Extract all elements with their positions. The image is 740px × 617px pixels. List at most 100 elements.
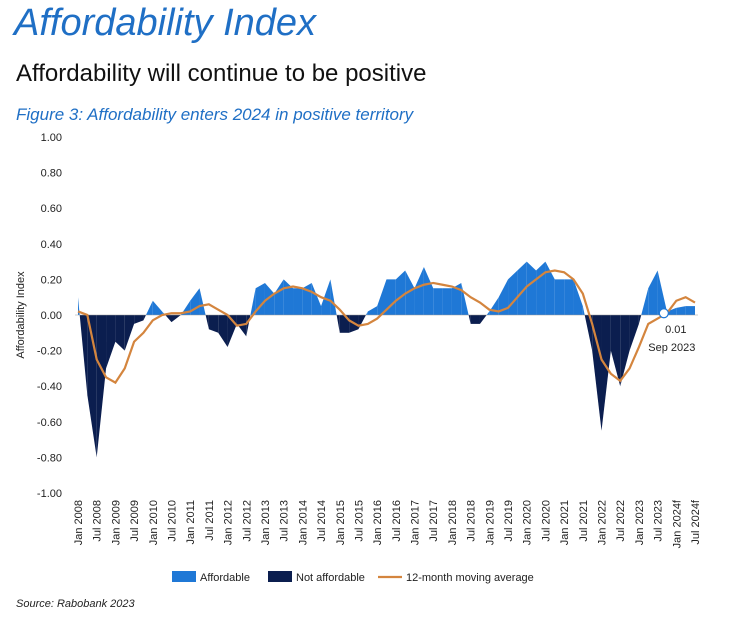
index-area (336, 315, 340, 333)
annotation-value: 0.01 (665, 324, 686, 336)
index-area (620, 315, 630, 387)
y-tick-label: 0.20 (41, 274, 62, 286)
x-tick-label: Jul 2014 (316, 500, 328, 542)
index-area (479, 315, 487, 324)
x-tick-label: Jul 2022 (615, 500, 627, 542)
index-area (526, 261, 537, 315)
y-tick-label: 0.00 (41, 310, 62, 322)
x-tick-label: Jul 2021 (578, 500, 590, 542)
index-area (358, 315, 366, 330)
index-area (171, 315, 181, 323)
index-area (377, 279, 387, 315)
x-tick-label: Jul 2011 (204, 500, 216, 541)
x-tick-label: Jul 2023 (653, 500, 665, 542)
x-tick-label: Jan 2015 (335, 500, 347, 545)
annotation-point (658, 308, 669, 319)
index-area (199, 288, 206, 315)
index-area (208, 315, 219, 333)
legend-swatch (172, 571, 196, 582)
x-tick-label: Jul 2015 (353, 500, 365, 542)
figure-caption: Figure 3: Affordability enters 2024 in p… (16, 105, 414, 124)
x-tick-label: Jan 2010 (148, 500, 160, 545)
x-tick-label: Jan 2008 (73, 500, 85, 545)
index-area (218, 315, 228, 348)
index-area (145, 300, 153, 315)
x-tick-label: Jan 2020 (522, 500, 534, 545)
x-tick-label: Jul 2019 (503, 500, 515, 542)
x-tick-label: Jan 2024f (671, 499, 683, 548)
x-tick-label: Jul 2008 (92, 500, 104, 542)
index-area (573, 279, 583, 315)
legend-label: 12-month moving average (406, 572, 534, 584)
index-area (96, 315, 107, 458)
legend-label: Not affordable (296, 572, 365, 584)
index-area (468, 315, 471, 324)
index-area (152, 300, 163, 315)
x-tick-label: Jan 2016 (372, 500, 384, 545)
y-tick-label: -0.20 (37, 346, 62, 358)
x-tick-label: Jan 2019 (484, 500, 496, 545)
index-area (365, 311, 368, 315)
y-axis-label: Affordability Index (15, 271, 27, 359)
x-tick-label: Jul 2018 (466, 500, 478, 542)
annotation-date: Sep 2023 (648, 342, 695, 354)
x-tick-label: Jul 2016 (391, 500, 403, 542)
x-tick-label: Jul 2012 (241, 500, 253, 542)
index-area (641, 288, 649, 315)
legend-label: Affordable (200, 572, 250, 584)
y-tick-label: 0.60 (41, 203, 62, 215)
y-tick-label: -0.40 (37, 381, 62, 393)
index-area (339, 315, 350, 333)
index-area (582, 306, 585, 315)
x-tick-label: Jan 2021 (559, 500, 571, 545)
source: Source: Rabobank 2023 (16, 598, 136, 610)
index-area (584, 315, 593, 351)
x-tick-label: Jan 2022 (597, 500, 609, 545)
index-area (165, 315, 172, 323)
index-area (311, 282, 322, 315)
index-area (106, 315, 116, 369)
index-area (461, 282, 469, 315)
page-subtitle: Affordability will continue to be positi… (16, 60, 427, 87)
page-title: Affordability Index (14, 2, 317, 44)
index-area (330, 279, 337, 315)
x-tick-label: Jul 2017 (428, 500, 440, 542)
index-area (405, 270, 415, 315)
index-area (442, 288, 452, 315)
index-area (517, 261, 527, 315)
index-area (601, 315, 611, 431)
index-area (264, 282, 275, 315)
x-tick-label: Jan 2013 (260, 500, 272, 545)
x-tick-label: Jan 2009 (110, 500, 122, 545)
x-tick-label: Jul 2009 (129, 500, 141, 542)
index-area (134, 315, 144, 324)
index-area (115, 315, 125, 351)
x-tick-label: Jul 2024f (690, 499, 702, 545)
legend-swatch (268, 571, 292, 582)
x-tick-label: Jan 2017 (410, 500, 422, 545)
index-area (451, 282, 462, 315)
index-area (274, 279, 284, 315)
x-tick-label: Jul 2013 (279, 500, 291, 542)
x-tick-label: Jan 2012 (223, 500, 235, 545)
index-area (657, 270, 667, 315)
index-area (489, 297, 499, 315)
index-area (638, 315, 642, 324)
index-area (124, 315, 135, 351)
x-tick-label: Jan 2014 (297, 500, 309, 545)
index-area (423, 266, 434, 315)
index-area (433, 288, 443, 315)
index-area (536, 261, 546, 315)
index-area (470, 315, 480, 324)
index-area (283, 279, 294, 315)
index-area (545, 261, 555, 315)
index-area (79, 315, 88, 396)
y-tick-label: 1.00 (41, 132, 62, 144)
index-area (508, 270, 518, 315)
index-area (666, 307, 677, 315)
index-area (255, 282, 265, 315)
index-area (592, 315, 602, 431)
x-tick-label: Jan 2023 (634, 500, 646, 545)
y-tick-label: -0.80 (37, 452, 62, 464)
